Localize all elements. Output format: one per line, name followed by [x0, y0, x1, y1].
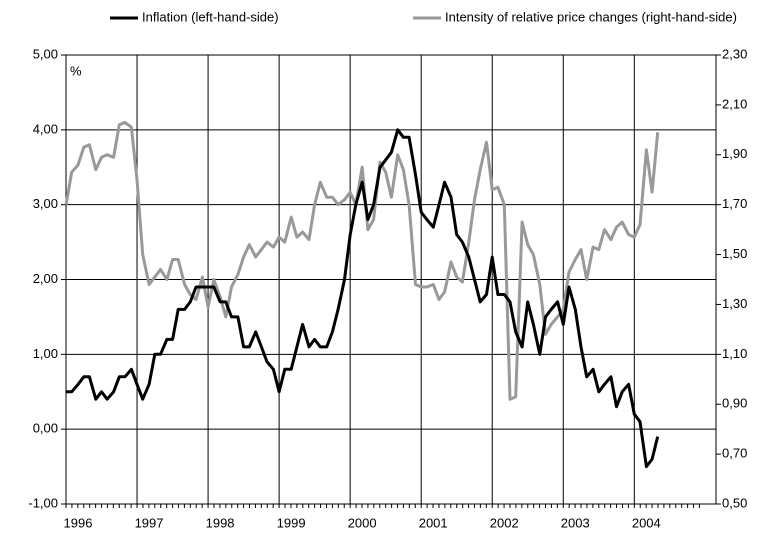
x-tick-label: 2003 — [561, 515, 590, 530]
y2-tick-label: 1,70 — [722, 196, 747, 211]
y-tick-label: 2,00 — [33, 271, 58, 286]
x-tick-label: 1997 — [135, 515, 164, 530]
y2-tick-label: 1,50 — [722, 246, 747, 261]
x-tick-label: 2002 — [490, 515, 519, 530]
legend-label: Intensity of relative price changes (rig… — [445, 9, 737, 24]
y-tick-label: 1,00 — [33, 346, 58, 361]
y-tick-label: 0,00 — [33, 421, 58, 436]
y2-tick-label: 1,10 — [722, 346, 747, 361]
x-tick-label: 1999 — [277, 515, 306, 530]
y2-tick-label: 0,90 — [722, 396, 747, 411]
y2-tick-label: 1,90 — [722, 146, 747, 161]
annotation: % — [70, 63, 82, 78]
y-tick-label: -1,00 — [28, 495, 58, 510]
legend-label: Inflation (left-hand-side) — [142, 9, 279, 24]
line-series — [66, 128, 660, 469]
y2-tick-label: 1,30 — [722, 296, 747, 311]
x-tick-label: 2004 — [632, 515, 661, 530]
x-tick-label: 2000 — [348, 515, 377, 530]
y2-tick-label: 0,70 — [722, 446, 747, 461]
plot-frame — [65, 54, 717, 505]
x-tick-label: 1998 — [206, 515, 235, 530]
y-tick-label: 4,00 — [33, 121, 58, 136]
x-tick-label: 2001 — [419, 515, 448, 530]
y-tick-label: 3,00 — [33, 196, 58, 211]
y2-tick-label: 2,10 — [722, 96, 747, 111]
y-tick-label: 5,00 — [33, 46, 58, 61]
x-tick-label: 1996 — [64, 515, 93, 530]
y2-tick-label: 0,50 — [722, 495, 747, 510]
y2-tick-label: 2,30 — [722, 46, 747, 61]
